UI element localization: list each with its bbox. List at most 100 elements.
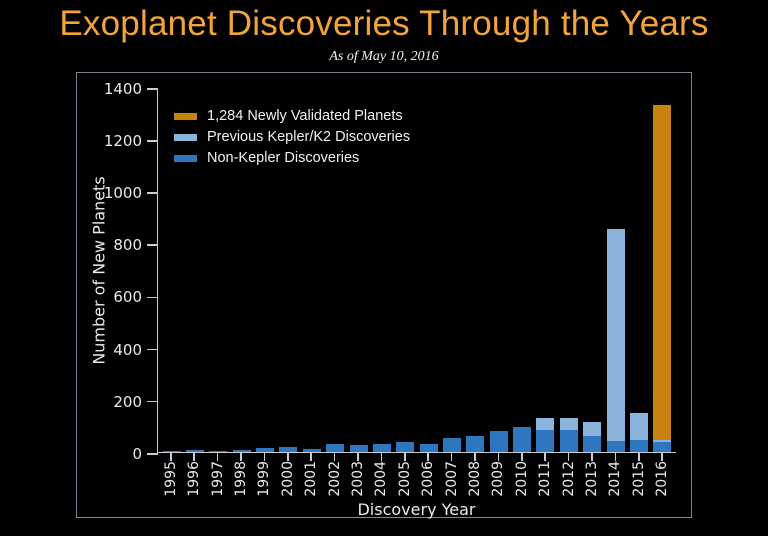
x-tick bbox=[510, 453, 533, 461]
x-tick-label: 2007 bbox=[443, 461, 460, 497]
bar-2001 bbox=[300, 88, 323, 452]
x-tick-label-slot: 1999 bbox=[253, 461, 276, 503]
bar-segment bbox=[629, 440, 648, 452]
bar-segment bbox=[629, 412, 648, 441]
bar-1997 bbox=[207, 88, 230, 452]
x-tick-label-slot: 2008 bbox=[463, 461, 486, 503]
x-tick-mark bbox=[497, 453, 500, 461]
x-tick bbox=[604, 453, 627, 461]
x-tick bbox=[323, 453, 346, 461]
x-tick-label: 2008 bbox=[466, 461, 483, 497]
bar-segment bbox=[349, 445, 368, 452]
x-tick-label-slot: 2014 bbox=[604, 461, 627, 503]
legend-swatch-non_kepler bbox=[174, 154, 197, 162]
bar-segment bbox=[442, 438, 461, 452]
bar-2008 bbox=[464, 88, 487, 452]
y-tick: 600 bbox=[113, 288, 158, 306]
x-tick-mark bbox=[380, 453, 383, 461]
x-tick-label: 1998 bbox=[232, 461, 249, 497]
bar-2003 bbox=[347, 88, 370, 452]
x-tick-label-slot: 2016 bbox=[651, 461, 674, 503]
legend-label-non_kepler: Non-Kepler Discoveries bbox=[207, 150, 360, 166]
x-tick-label-slot: 2007 bbox=[440, 461, 463, 503]
y-axis-title-text: Number of New Planets bbox=[89, 176, 109, 365]
x-tick-label-slot: 2015 bbox=[627, 461, 650, 503]
page-title: Exoplanet Discoveries Through the Years bbox=[59, 4, 709, 43]
bar-segment bbox=[653, 439, 672, 443]
y-tick: 1000 bbox=[104, 184, 158, 202]
x-tick-mark bbox=[310, 453, 312, 461]
x-tick-mark bbox=[474, 453, 476, 461]
x-tick-label: 1997 bbox=[209, 461, 226, 497]
x-tick-label: 2014 bbox=[607, 461, 624, 497]
x-tick-label: 2002 bbox=[326, 461, 343, 497]
x-tick-mark bbox=[286, 453, 289, 461]
x-tick-label-group: 1995 1996 1997 1998 1999 2000 2001 2002 2003 2004… bbox=[157, 461, 676, 503]
x-tick bbox=[463, 453, 486, 461]
x-tick bbox=[346, 453, 369, 461]
bar-2002 bbox=[324, 88, 347, 452]
bar-1996 bbox=[183, 88, 206, 452]
x-tick-label: 2005 bbox=[396, 461, 413, 497]
legend-swatch-new_validated bbox=[174, 112, 197, 120]
x-tick-mark bbox=[333, 453, 336, 461]
y-tick-label: 0 bbox=[132, 444, 142, 463]
x-tick-label: 2001 bbox=[303, 461, 320, 497]
x-tick-label-slot: 2012 bbox=[557, 461, 580, 503]
x-tick bbox=[651, 453, 674, 461]
bar-2009 bbox=[487, 88, 510, 452]
x-tick-label-slot: 1995 bbox=[159, 461, 182, 503]
bar-2012 bbox=[557, 88, 580, 452]
bar-group bbox=[158, 88, 676, 452]
x-tick-label: 2011 bbox=[537, 461, 554, 497]
x-tick-mark bbox=[216, 453, 219, 461]
x-tick-mark bbox=[403, 453, 406, 461]
x-tick-label: 2010 bbox=[513, 461, 530, 497]
y-tick-label: 600 bbox=[113, 288, 142, 307]
bar-segment bbox=[186, 450, 205, 452]
bar-segment bbox=[232, 450, 251, 452]
bar-2016 bbox=[651, 88, 674, 452]
y-tick: 1400 bbox=[104, 80, 158, 98]
x-tick-label: 2006 bbox=[420, 461, 437, 497]
bar-2000 bbox=[277, 88, 300, 452]
x-tick-label-slot: 1998 bbox=[229, 461, 252, 503]
x-tick bbox=[253, 453, 276, 461]
x-tick-mark bbox=[614, 453, 617, 461]
bar-2007 bbox=[440, 88, 463, 452]
chart-legend: 1,284 Newly Validated Planets Previous Ke… bbox=[174, 106, 410, 169]
bar-segment bbox=[536, 429, 555, 452]
bar-segment bbox=[396, 442, 415, 452]
x-tick bbox=[370, 453, 393, 461]
x-tick-label: 1995 bbox=[162, 461, 179, 497]
bar-2005 bbox=[394, 88, 417, 452]
y-tick-label: 1200 bbox=[103, 131, 142, 150]
bar-segment bbox=[162, 450, 181, 452]
bar-segment bbox=[606, 229, 625, 441]
x-tick-mark bbox=[427, 453, 429, 461]
y-tick-label: 200 bbox=[113, 392, 142, 411]
bar-1995 bbox=[160, 88, 183, 452]
bar-segment bbox=[513, 427, 532, 452]
bar-2015 bbox=[627, 88, 650, 452]
x-tick bbox=[487, 453, 510, 461]
bar-segment bbox=[489, 430, 508, 452]
x-tick-label: 2000 bbox=[279, 461, 296, 497]
bar-segment bbox=[653, 442, 672, 452]
y-tick-label: 1400 bbox=[103, 79, 142, 98]
y-tick: 200 bbox=[113, 393, 158, 411]
legend-item-kepler_k2: Previous Kepler/K2 Discoveries bbox=[174, 127, 410, 147]
x-axis-title: Discovery Year bbox=[357, 500, 476, 519]
bar-segment bbox=[419, 444, 438, 452]
bar-segment bbox=[302, 448, 321, 452]
x-tick-mark bbox=[240, 453, 242, 461]
x-tick-label: 2013 bbox=[584, 461, 601, 497]
bar-segment bbox=[583, 422, 602, 436]
x-tick bbox=[276, 453, 299, 461]
x-tick-mark bbox=[567, 453, 570, 461]
x-tick-mark bbox=[193, 453, 195, 461]
bar-segment bbox=[372, 443, 391, 452]
page-subtitle: As of May 10, 2016 bbox=[329, 49, 439, 64]
x-tick-label: 2004 bbox=[373, 461, 390, 497]
